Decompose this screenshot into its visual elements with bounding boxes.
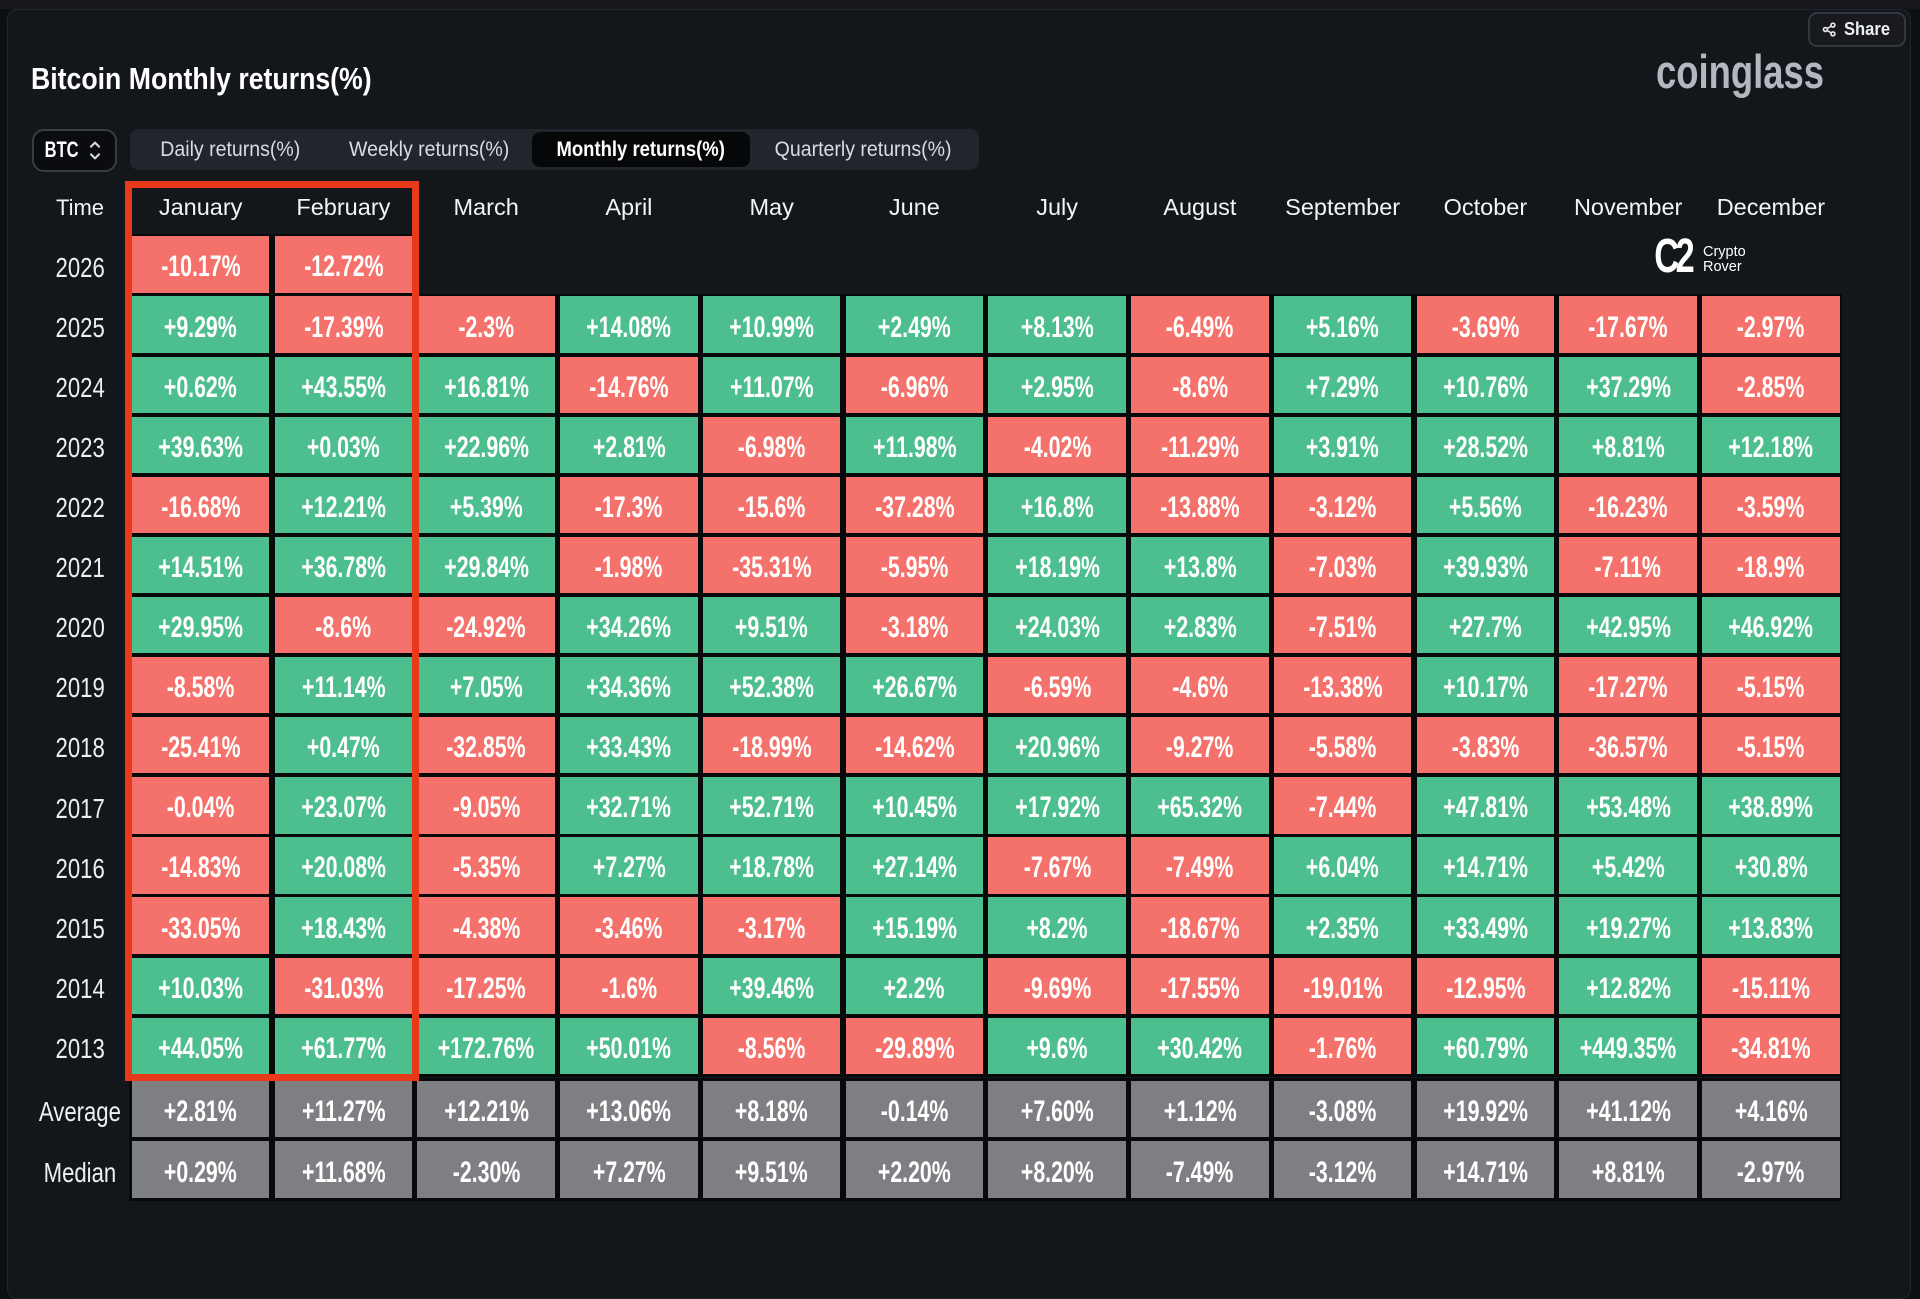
svg-text:coinglass: coinglass — [1656, 45, 1824, 98]
